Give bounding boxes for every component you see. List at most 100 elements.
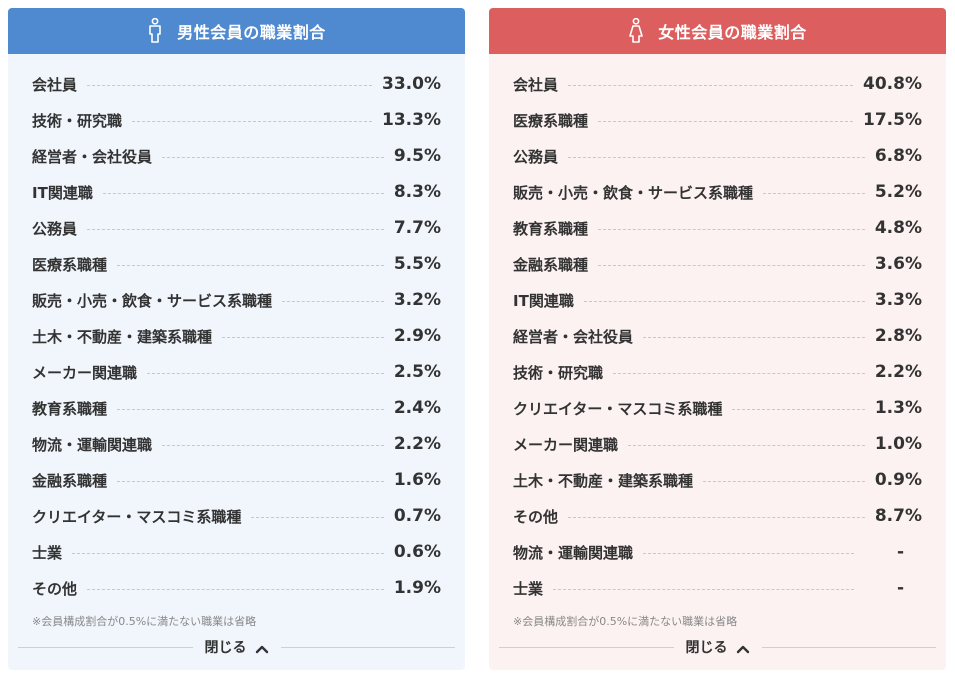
dotted-leader bbox=[162, 156, 384, 158]
dotted-leader bbox=[703, 480, 865, 482]
occupation-percentage: 40.8% bbox=[863, 74, 922, 94]
list-item: その他 8.7% bbox=[513, 498, 922, 534]
occupation-percentage: 5.2% bbox=[874, 182, 922, 202]
occupation-percentage: 5.5% bbox=[393, 254, 441, 274]
occupation-percentage: 1.9% bbox=[393, 578, 441, 598]
dotted-leader bbox=[568, 156, 865, 158]
dotted-leader bbox=[87, 228, 384, 230]
divider bbox=[18, 646, 193, 648]
dotted-leader bbox=[251, 516, 384, 518]
list-item: 技術・研究職 13.3% bbox=[32, 102, 441, 138]
dotted-leader bbox=[598, 120, 854, 122]
occupation-label: 士業 bbox=[32, 543, 63, 562]
occupation-percentage: 3.2% bbox=[393, 290, 441, 310]
occupation-label: 医療系職種 bbox=[513, 111, 589, 130]
occupation-label: クリエイター・マスコミ系職種 bbox=[513, 399, 723, 418]
chevron-up-icon bbox=[255, 642, 269, 654]
dotted-leader bbox=[117, 408, 384, 410]
list-item: 技術・研究職 2.2% bbox=[513, 354, 922, 390]
list-item: 経営者・会社役員 9.5% bbox=[32, 138, 441, 174]
list-item: 教育系職種 2.4% bbox=[32, 390, 441, 426]
list-item: 教育系職種 4.8% bbox=[513, 210, 922, 246]
dotted-leader bbox=[568, 516, 865, 518]
dotted-leader bbox=[643, 552, 854, 554]
occupation-label: 土木・不動産・建築系職種 bbox=[32, 327, 213, 346]
occupation-label: 経営者・会社役員 bbox=[513, 327, 634, 346]
occupation-label: 金融系職種 bbox=[513, 255, 589, 274]
dotted-leader bbox=[87, 84, 373, 86]
occupation-percentage: 0.6% bbox=[393, 542, 441, 562]
occupation-percentage: 2.8% bbox=[874, 326, 922, 346]
occupation-label: その他 bbox=[513, 507, 559, 526]
occupation-label: 公務員 bbox=[513, 147, 559, 166]
occupation-label: 医療系職種 bbox=[32, 255, 108, 274]
list-item: 会社員 40.8% bbox=[513, 66, 922, 102]
male-close-row: 閉じる bbox=[18, 636, 455, 658]
occupation-label: 販売・小売・飲食・サービス系職種 bbox=[513, 183, 754, 202]
female-close-button[interactable]: 閉じる bbox=[674, 637, 762, 657]
divider bbox=[761, 646, 936, 648]
list-item: IT関連職 8.3% bbox=[32, 174, 441, 210]
occupation-percentage: 3.3% bbox=[874, 290, 922, 310]
list-item: 医療系職種 17.5% bbox=[513, 102, 922, 138]
list-item: 会社員 33.0% bbox=[32, 66, 441, 102]
list-item: 金融系職種 3.6% bbox=[513, 246, 922, 282]
occupation-percentage: 1.3% bbox=[874, 398, 922, 418]
dotted-leader bbox=[613, 372, 865, 374]
dotted-leader bbox=[117, 480, 384, 482]
occupation-label: その他 bbox=[32, 579, 78, 598]
dotted-leader bbox=[643, 336, 865, 338]
male-occupation-panel: 男性会員の職業割合 会社員 33.0% 技術・研究職 13.3% 経営者・会社役員 9.5… bbox=[8, 8, 465, 670]
dotted-leader bbox=[147, 372, 384, 374]
female-person-icon bbox=[628, 17, 644, 44]
occupation-percentage: - bbox=[896, 542, 904, 562]
occupation-label: 販売・小売・飲食・サービス系職種 bbox=[32, 291, 273, 310]
occupation-percentage: - bbox=[896, 578, 904, 598]
female-panel-title: 女性会員の職業割合 bbox=[658, 23, 807, 42]
dotted-leader bbox=[162, 444, 384, 446]
dotted-leader bbox=[628, 444, 865, 446]
divider bbox=[499, 646, 674, 648]
occupation-percentage: 0.7% bbox=[393, 506, 441, 526]
occupation-percentage: 4.8% bbox=[874, 218, 922, 238]
occupation-percentage: 2.2% bbox=[393, 434, 441, 454]
occupation-percentage: 1.6% bbox=[393, 470, 441, 490]
occupation-percentage: 9.5% bbox=[393, 146, 441, 166]
occupation-label: メーカー関連職 bbox=[513, 435, 619, 454]
occupation-percentage: 2.5% bbox=[393, 362, 441, 382]
divider bbox=[280, 646, 455, 648]
list-item: 公務員 6.8% bbox=[513, 138, 922, 174]
female-panel-header: 女性会員の職業割合 bbox=[489, 8, 946, 54]
dotted-leader bbox=[598, 228, 865, 230]
dotted-leader bbox=[102, 192, 384, 194]
occupation-label: 会社員 bbox=[32, 75, 78, 94]
occupation-percentage: 2.2% bbox=[874, 362, 922, 382]
occupation-label: 技術・研究職 bbox=[32, 111, 123, 130]
occupation-label: IT関連職 bbox=[32, 183, 93, 202]
female-occupation-panel: 女性会員の職業割合 会社員 40.8% 医療系職種 17.5% 公務員 6.8% 販売・小売… bbox=[489, 8, 946, 670]
list-item: クリエイター・マスコミ系職種 0.7% bbox=[32, 498, 441, 534]
list-item: 公務員 7.7% bbox=[32, 210, 441, 246]
occupation-percentage: 33.0% bbox=[382, 74, 441, 94]
female-close-row: 閉じる bbox=[499, 636, 936, 658]
dotted-leader bbox=[732, 408, 865, 410]
male-close-button[interactable]: 閉じる bbox=[193, 637, 281, 657]
male-footnote: ※会員構成割合が0.5%に満たない職業は省略 bbox=[32, 615, 257, 628]
male-person-icon bbox=[147, 17, 163, 44]
list-item: IT関連職 3.3% bbox=[513, 282, 922, 318]
dotted-leader bbox=[583, 300, 865, 302]
occupation-label: 公務員 bbox=[32, 219, 78, 238]
male-panel-title: 男性会員の職業割合 bbox=[177, 23, 326, 42]
dotted-leader bbox=[72, 552, 384, 554]
list-item: 販売・小売・飲食・サービス系職種 5.2% bbox=[513, 174, 922, 210]
occupation-label: 会社員 bbox=[513, 75, 559, 94]
list-item: 医療系職種 5.5% bbox=[32, 246, 441, 282]
list-item: 物流・運輸関連職 - bbox=[513, 534, 922, 570]
list-item: クリエイター・マスコミ系職種 1.3% bbox=[513, 390, 922, 426]
list-item: その他 1.9% bbox=[32, 570, 441, 606]
dotted-leader bbox=[87, 588, 384, 590]
occupation-label: 技術・研究職 bbox=[513, 363, 604, 382]
list-item: メーカー関連職 1.0% bbox=[513, 426, 922, 462]
occupation-label: 士業 bbox=[513, 579, 544, 598]
